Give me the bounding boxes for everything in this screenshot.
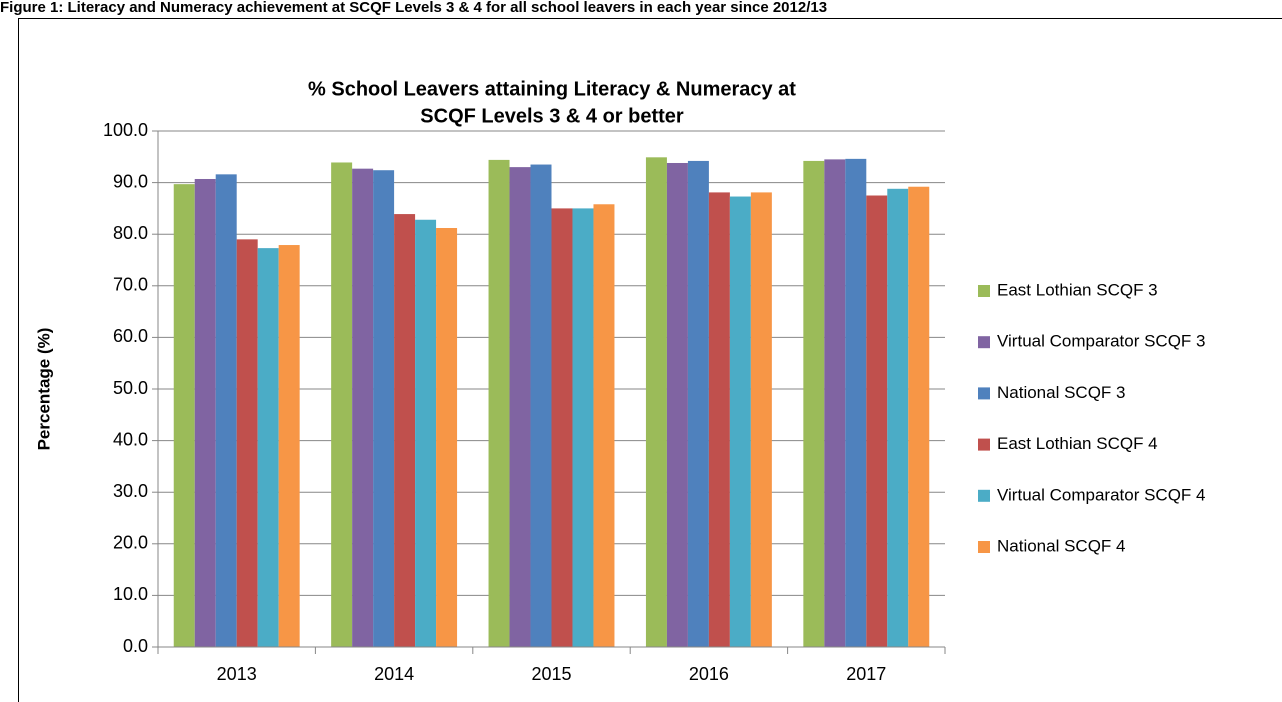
bar: [194, 178, 216, 647]
bar: [173, 184, 195, 647]
y-tick-label: 80.0: [113, 223, 148, 243]
bar: [352, 168, 374, 647]
y-tick-label: 0.0: [123, 636, 148, 656]
bar: [908, 186, 930, 647]
y-tick-label: 70.0: [113, 275, 148, 295]
chart-border: [18, 18, 1282, 702]
bar: [257, 248, 279, 647]
bar: [708, 192, 730, 648]
legend-swatch: [978, 438, 990, 451]
bar: [824, 159, 846, 647]
bar: [750, 192, 772, 648]
x-tick-label: 2016: [689, 664, 729, 684]
x-tick-label: 2017: [846, 664, 886, 684]
bar: [530, 164, 552, 648]
bar: [593, 204, 615, 647]
bar: [488, 159, 510, 647]
y-axis-label: Percentage (%): [34, 328, 53, 451]
y-tick-label: 100.0: [103, 120, 148, 140]
bar: [729, 196, 751, 648]
legend-swatch: [978, 541, 990, 553]
bar: [645, 157, 667, 648]
bar: [373, 170, 395, 647]
x-tick-label: 2015: [531, 664, 571, 684]
bar: [215, 174, 237, 647]
bar: [331, 162, 353, 647]
bar: [845, 158, 867, 647]
legend-swatch: [978, 336, 990, 349]
y-tick-label: 50.0: [113, 378, 148, 398]
legend-swatch: [978, 489, 990, 502]
bar: [803, 160, 825, 648]
legend-label: Virtual Comparator SCQF 4: [997, 485, 1205, 504]
x-tick-label: 2013: [217, 664, 257, 684]
legend-label: East Lothian SCQF 3: [997, 280, 1158, 299]
bar: [687, 160, 709, 648]
y-tick-label: 60.0: [113, 326, 148, 346]
bar: [866, 195, 888, 647]
legend-label: National SCQF 4: [997, 536, 1126, 555]
bar: [509, 167, 531, 647]
bar: [278, 245, 300, 647]
y-tick-label: 90.0: [113, 171, 148, 191]
bar: [415, 219, 437, 647]
chart-title: % School Leavers attaining Literacy & Nu…: [308, 78, 796, 100]
x-tick-label: 2014: [374, 664, 414, 684]
legend-label: National SCQF 3: [997, 383, 1126, 402]
caption: Figure 1: Literacy and Numeracy achievem…: [0, 0, 827, 16]
y-tick-label: 40.0: [113, 429, 148, 449]
y-tick-label: 10.0: [113, 584, 148, 604]
legend-swatch: [978, 285, 990, 297]
legend-label: Virtual Comparator SCQF 3: [997, 332, 1205, 351]
bar: [572, 208, 594, 647]
bar: [394, 214, 416, 648]
bar: [236, 239, 258, 648]
bar: [666, 162, 688, 647]
chart-title: SCQF Levels 3 & 4 or better: [420, 105, 684, 127]
bar: [887, 188, 909, 648]
bar: [551, 208, 573, 647]
bar: [436, 228, 458, 647]
y-tick-label: 30.0: [113, 481, 148, 501]
y-tick-label: 20.0: [113, 533, 148, 553]
legend-label: East Lothian SCQF 4: [997, 434, 1158, 453]
legend-swatch: [978, 387, 990, 400]
